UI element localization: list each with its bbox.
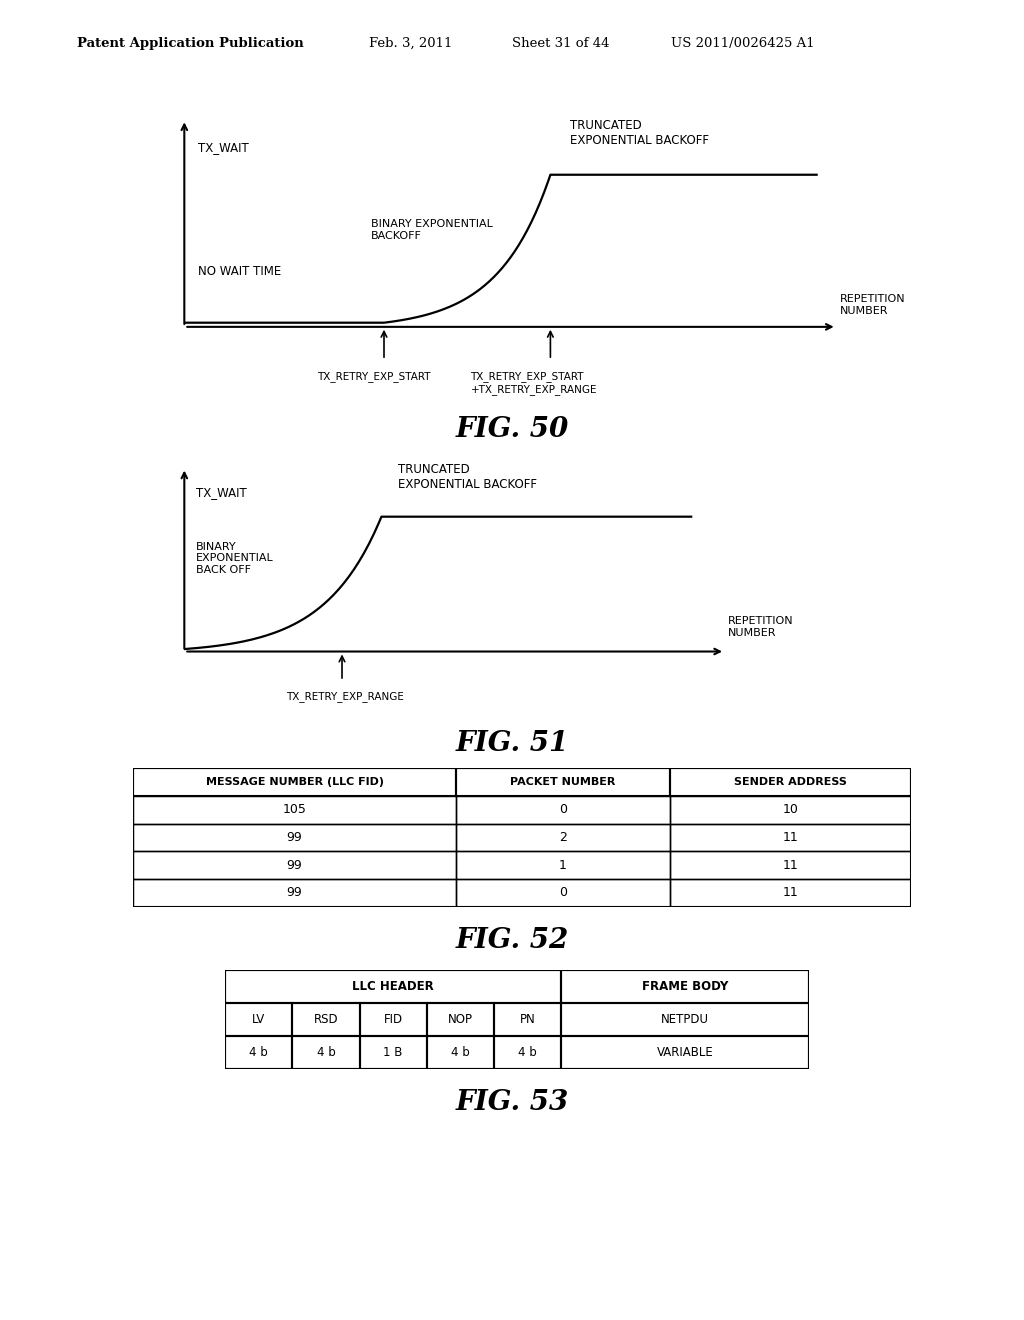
Text: 4 b: 4 b <box>451 1047 470 1059</box>
Text: BINARY EXPONENTIAL
BACKOFF: BINARY EXPONENTIAL BACKOFF <box>371 219 493 240</box>
Bar <box>670 879 911 907</box>
Bar <box>456 879 670 907</box>
Text: 1: 1 <box>559 859 567 871</box>
Text: PACKET NUMBER: PACKET NUMBER <box>510 777 615 787</box>
Bar <box>456 796 670 824</box>
Bar <box>293 1036 359 1069</box>
Text: US 2011/0026425 A1: US 2011/0026425 A1 <box>671 37 814 50</box>
Text: TX_WAIT: TX_WAIT <box>198 141 249 153</box>
Text: 99: 99 <box>287 887 302 899</box>
Bar <box>456 824 670 851</box>
Text: 105: 105 <box>283 804 306 816</box>
Bar <box>133 879 456 907</box>
Bar <box>427 1003 494 1036</box>
Text: VARIABLE: VARIABLE <box>656 1047 714 1059</box>
Text: 11: 11 <box>783 887 799 899</box>
Text: TX_RETRY_EXP_START
+TX_RETRY_EXP_RANGE: TX_RETRY_EXP_START +TX_RETRY_EXP_RANGE <box>471 371 597 395</box>
Text: 4 b: 4 b <box>250 1047 268 1059</box>
Bar <box>133 768 456 796</box>
Text: FIG. 51: FIG. 51 <box>456 730 568 756</box>
Bar <box>670 768 911 796</box>
Text: 4 b: 4 b <box>316 1047 335 1059</box>
Bar <box>670 851 911 879</box>
Text: 1 B: 1 B <box>383 1047 402 1059</box>
Text: TRUNCATED
EXPONENTIAL BACKOFF: TRUNCATED EXPONENTIAL BACKOFF <box>398 463 538 491</box>
Text: 11: 11 <box>783 832 799 843</box>
Text: FIG. 53: FIG. 53 <box>456 1089 568 1115</box>
Text: TX_RETRY_EXP_RANGE: TX_RETRY_EXP_RANGE <box>286 690 403 702</box>
Text: 4 b: 4 b <box>518 1047 537 1059</box>
Text: SENDER ADDRESS: SENDER ADDRESS <box>734 777 847 787</box>
Bar <box>133 796 456 824</box>
Bar <box>561 970 809 1003</box>
Bar <box>494 1036 561 1069</box>
Text: 0: 0 <box>559 804 567 816</box>
Bar <box>359 1036 427 1069</box>
Text: FIG. 52: FIG. 52 <box>456 927 568 953</box>
Text: REPETITION
NUMBER: REPETITION NUMBER <box>840 294 905 315</box>
Bar <box>133 824 456 851</box>
Bar <box>456 851 670 879</box>
Bar <box>225 1003 293 1036</box>
Text: 0: 0 <box>559 887 567 899</box>
Text: NOP: NOP <box>447 1014 473 1026</box>
Bar <box>133 851 456 879</box>
Text: NO WAIT TIME: NO WAIT TIME <box>198 265 281 279</box>
Bar <box>561 1036 809 1069</box>
Text: PN: PN <box>519 1014 536 1026</box>
Bar <box>561 1003 809 1036</box>
Text: NETPDU: NETPDU <box>660 1014 709 1026</box>
Text: 11: 11 <box>783 859 799 871</box>
Text: 99: 99 <box>287 832 302 843</box>
Text: TX_WAIT: TX_WAIT <box>196 486 247 499</box>
Text: RSD: RSD <box>313 1014 338 1026</box>
Bar <box>456 768 670 796</box>
Bar <box>494 1003 561 1036</box>
Text: FRAME BODY: FRAME BODY <box>642 981 728 993</box>
Text: Sheet 31 of 44: Sheet 31 of 44 <box>512 37 609 50</box>
Text: TRUNCATED
EXPONENTIAL BACKOFF: TRUNCATED EXPONENTIAL BACKOFF <box>570 119 710 148</box>
Text: LV: LV <box>252 1014 265 1026</box>
Text: Feb. 3, 2011: Feb. 3, 2011 <box>369 37 452 50</box>
Bar <box>225 1036 293 1069</box>
Text: BINARY
EXPONENTIAL
BACK OFF: BINARY EXPONENTIAL BACK OFF <box>196 541 273 576</box>
Bar <box>293 1003 359 1036</box>
Text: FIG. 50: FIG. 50 <box>456 416 568 442</box>
Text: REPETITION
NUMBER: REPETITION NUMBER <box>728 616 794 638</box>
Bar <box>670 824 911 851</box>
Text: 99: 99 <box>287 859 302 871</box>
Text: 10: 10 <box>782 804 799 816</box>
Text: MESSAGE NUMBER (LLC FID): MESSAGE NUMBER (LLC FID) <box>206 777 384 787</box>
Text: Patent Application Publication: Patent Application Publication <box>77 37 303 50</box>
Text: TX_RETRY_EXP_START: TX_RETRY_EXP_START <box>317 371 431 381</box>
Bar <box>670 796 911 824</box>
Bar <box>427 1036 494 1069</box>
Text: FID: FID <box>384 1014 402 1026</box>
Text: LLC HEADER: LLC HEADER <box>352 981 434 993</box>
Bar <box>359 1003 427 1036</box>
Text: 2: 2 <box>559 832 567 843</box>
Bar <box>225 970 561 1003</box>
